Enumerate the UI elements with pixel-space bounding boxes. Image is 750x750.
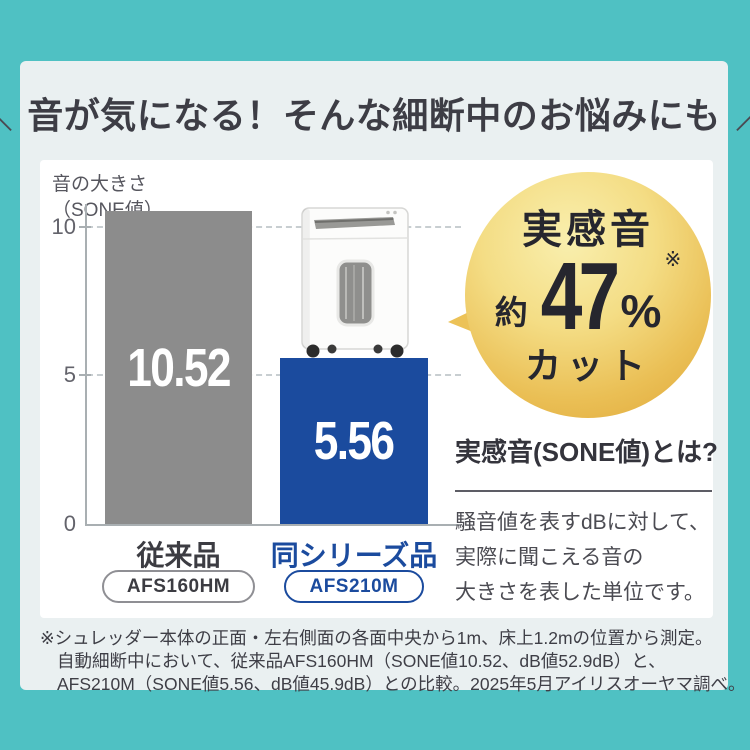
x-axis-line bbox=[85, 524, 461, 526]
sone-definition-heading: 実感音(SONE値)とは? bbox=[455, 437, 718, 467]
gridline-5 bbox=[87, 374, 461, 376]
badge-bottom-text: カット bbox=[524, 345, 651, 387]
category-label-same-series: 同シリーズ品 bbox=[270, 540, 438, 571]
content-panel: ＼ 音が気になる！そんな細断中のお悩みにも ／ 音の大きさ （SONE値） 10… bbox=[0, 61, 750, 694]
headline-right-slash-decoration: ／ bbox=[735, 91, 750, 135]
badge-percentage-row: 約 47 % ※ bbox=[494, 242, 681, 350]
bar-conventional-product: 10.52 bbox=[105, 211, 252, 524]
model-badge-afs210m-label: AFS210M bbox=[309, 575, 399, 597]
model-badge-afs160hm: AFS160HM bbox=[102, 570, 255, 603]
badge-percent-sign: % bbox=[620, 285, 662, 338]
category-label-conventional: 従来品 bbox=[136, 540, 221, 571]
y-tickmark-5 bbox=[79, 374, 91, 376]
badge-top-text: 実感音 bbox=[522, 207, 654, 252]
model-badge-afs210m: AFS210M bbox=[284, 570, 424, 603]
badge-note-mark: ※ bbox=[664, 248, 682, 271]
headline-text: 音が気になる！そんな細断中のお悩みにも bbox=[27, 95, 721, 136]
measurement-footnote: ※シュレッダー本体の正面・左右側面の各面中央から1m、床上1.2mの位置から測定… bbox=[40, 627, 745, 696]
badge-approx-text: 約 bbox=[494, 294, 528, 332]
sone-definition-divider bbox=[455, 490, 712, 492]
bar-same-series-product: 5.56 bbox=[280, 358, 428, 524]
headline-left-slash-decoration: ＼ bbox=[0, 91, 13, 135]
noise-cut-badge: 実感音 約 47 % ※ カット bbox=[465, 172, 711, 418]
shredder-product-image bbox=[301, 207, 409, 358]
footnote-line1: ※シュレッダー本体の正面・左右側面の各面中央から1m、床上1.2mの位置から測定… bbox=[40, 628, 713, 648]
footnote-line3: AFS210M（SONE値5.56、dB値45.9dB）との比較。2025年5月… bbox=[57, 674, 746, 694]
y-tick-0: 0 bbox=[63, 511, 76, 536]
badge-percent-value: 47 bbox=[540, 242, 620, 350]
y-tick-5: 5 bbox=[63, 362, 76, 387]
y-tick-10: 10 bbox=[51, 214, 76, 239]
footnote-line2: 自動細断中において、従来品AFS160HM（SONE値10.52、dB値52.9… bbox=[57, 651, 666, 671]
headline: ＼ 音が気になる！そんな細断中のお悩みにも ／ bbox=[0, 87, 750, 139]
sone-definition-line2: 実際に聞こえる音の bbox=[455, 546, 644, 569]
gridline-10 bbox=[87, 226, 461, 228]
y-axis-line bbox=[85, 204, 87, 526]
y-axis-label-line1: 音の大きさ bbox=[52, 174, 148, 195]
model-badge-afs160hm-label: AFS160HM bbox=[126, 575, 231, 597]
sone-definition-line1: 騒音値を表すdBに対して、 bbox=[455, 511, 711, 534]
bar-value-same-series: 5.56 bbox=[314, 411, 395, 471]
sone-definition-line3: 大きさを表した単位です。 bbox=[455, 581, 705, 604]
y-tickmark-10 bbox=[79, 226, 91, 228]
comparison-chart-card: 音の大きさ （SONE値） 10 5 0 10.52 5.56 bbox=[40, 160, 718, 618]
sone-definition-body: 騒音値を表すdBに対して、 実際に聞こえる音の 大きさを表した単位です。 bbox=[455, 505, 710, 610]
bar-value-conventional: 10.52 bbox=[127, 337, 231, 398]
